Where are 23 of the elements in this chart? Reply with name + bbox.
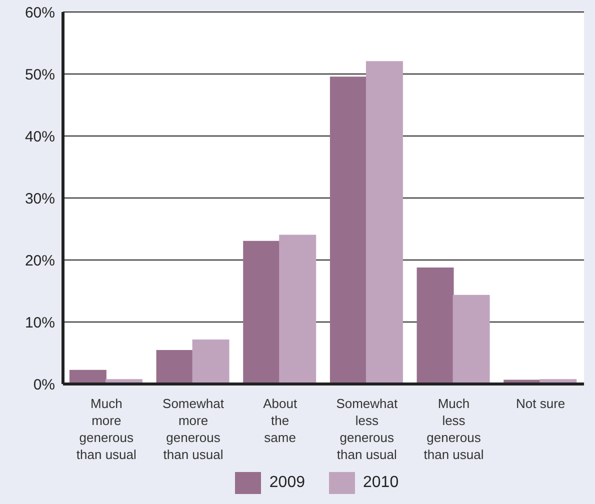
bar — [330, 76, 367, 384]
x-tick-label: Much more generous than usual — [76, 396, 137, 462]
bar — [192, 339, 230, 384]
bar — [279, 234, 316, 384]
legend-label: 2009 — [269, 474, 305, 492]
bar — [243, 240, 280, 384]
bar — [452, 294, 490, 384]
bar — [366, 61, 403, 384]
bar — [416, 268, 454, 384]
x-tick-label: Not sure — [516, 396, 566, 411]
y-tick-label: 20% — [24, 252, 55, 270]
y-tick-label: 40% — [24, 128, 55, 146]
bar — [156, 350, 194, 384]
y-tick-label: 50% — [24, 66, 55, 84]
y-tick-label: 0% — [33, 376, 55, 394]
x-tick-label: Somewhat more generous than usual — [162, 396, 224, 462]
y-tick-label: 10% — [24, 314, 55, 332]
legend-label: 2010 — [363, 474, 399, 492]
x-tick-label: Somewhat less generous than usual — [336, 396, 398, 462]
x-tick-label: About the same — [263, 396, 298, 445]
x-tick-label: Much less generous than usual — [424, 396, 484, 462]
y-tick-label: 60% — [24, 4, 55, 22]
y-tick-label: 30% — [24, 190, 55, 208]
